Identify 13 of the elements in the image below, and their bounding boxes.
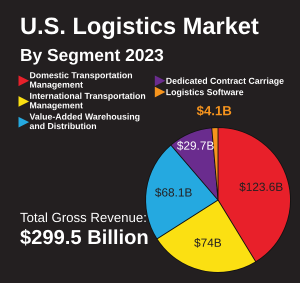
chart-title: U.S. Logistics Market	[21, 16, 259, 40]
data-label: $123.6B	[239, 182, 283, 192]
text: $299.5 Billion	[20, 229, 148, 246]
data-label: $68.1B	[155, 188, 192, 198]
legend-label: Dedicated Contract Carriage	[166, 78, 284, 86]
chart-subtitle: By Segment 2023	[21, 48, 164, 65]
legend-label: Value-Added Warehousing and Distribution	[30, 113, 140, 130]
data-label: $74B	[194, 238, 222, 248]
text: Total Gross Revenue:	[20, 212, 146, 222]
legend-label: Domestic Transportation Management	[30, 72, 132, 90]
data-label: $4.1B	[196, 105, 232, 116]
legend-label: Logistics Software	[166, 88, 244, 97]
legend-label: International Transportation Management	[30, 92, 146, 110]
